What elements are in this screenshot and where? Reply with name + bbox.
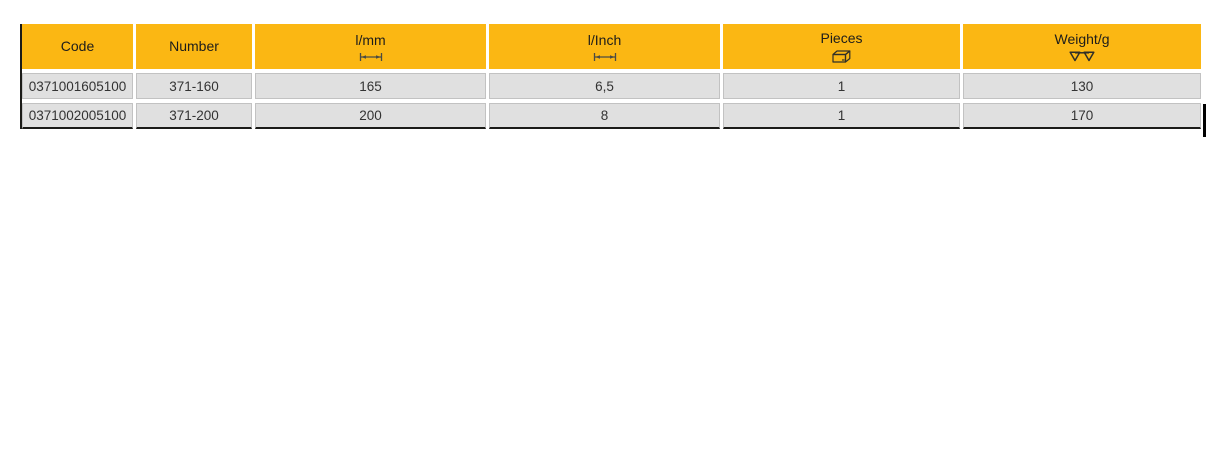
cell-weight: 130	[963, 73, 1201, 99]
cell-length-inch: 8	[489, 103, 720, 129]
column-label-pieces: Pieces	[820, 30, 863, 46]
cell-pieces: 1	[723, 103, 960, 129]
cell-weight: 170	[963, 103, 1201, 129]
cell-number: 371-160	[136, 73, 252, 99]
column-label-length-mm: l/mm	[355, 31, 386, 48]
length-icon	[359, 52, 383, 62]
column-label-length-inch: l/Inch	[587, 31, 622, 48]
column-header-pieces: Pieces	[723, 24, 960, 69]
cell-code: 0371002005100	[22, 103, 133, 129]
column-label-weight: Weight/g	[1054, 31, 1110, 47]
cell-number: 371-200	[136, 103, 252, 129]
length-icon	[593, 52, 617, 62]
cell-length-mm: 200	[255, 103, 486, 129]
column-label-number: Number	[169, 38, 219, 54]
column-label-code: Code	[60, 38, 95, 54]
package-icon	[832, 50, 851, 63]
scale-icon	[1069, 51, 1095, 62]
cell-pieces: 1	[723, 73, 960, 99]
column-header-weight: Weight/g	[963, 24, 1201, 69]
column-header-length-mm: l/mm	[255, 24, 486, 69]
text-cursor	[1203, 104, 1206, 137]
column-header-number: Number	[136, 24, 252, 69]
cell-code: 0371001605100	[22, 73, 133, 99]
column-header-length-inch: l/Inch	[489, 24, 720, 69]
cell-length-inch: 6,5	[489, 73, 720, 99]
column-header-code: Code	[22, 24, 133, 69]
cell-length-mm: 165	[255, 73, 486, 99]
product-table: Code Number l/mm l/Inch	[20, 24, 1203, 129]
